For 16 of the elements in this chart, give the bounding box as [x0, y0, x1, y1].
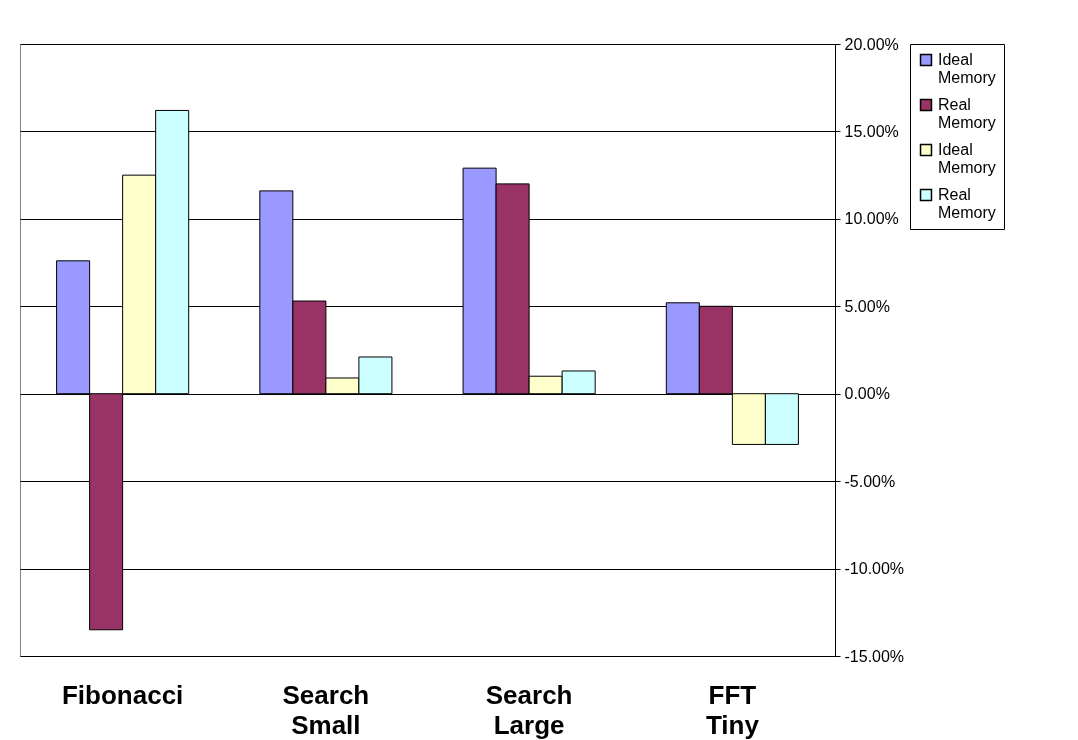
- legend-label: Real Memory: [938, 96, 996, 131]
- x-tick-label: Search Large: [485, 679, 573, 740]
- x-tick-label: Search Small: [282, 679, 370, 740]
- y-tick-label: 10.00%: [844, 210, 899, 228]
- y-tick-label: 5.00%: [844, 297, 890, 315]
- y-tick-label: 15.00%: [844, 122, 899, 140]
- y-tick-label: 20.00%: [844, 35, 899, 53]
- y-tick-label: -15.00%: [844, 647, 905, 665]
- legend-label: Ideal Memory: [938, 51, 996, 86]
- x-tick-label: Fibonacci: [61, 679, 184, 710]
- x-tick-label: FFT Tiny: [705, 679, 760, 740]
- y-tick-label: -10.00%: [844, 560, 905, 578]
- y-tick-label: -5.00%: [844, 472, 896, 490]
- y-tick-label: 0.00%: [844, 385, 890, 403]
- legend-label: Ideal Memory: [938, 141, 996, 176]
- legend-label: Real Memory: [938, 186, 996, 221]
